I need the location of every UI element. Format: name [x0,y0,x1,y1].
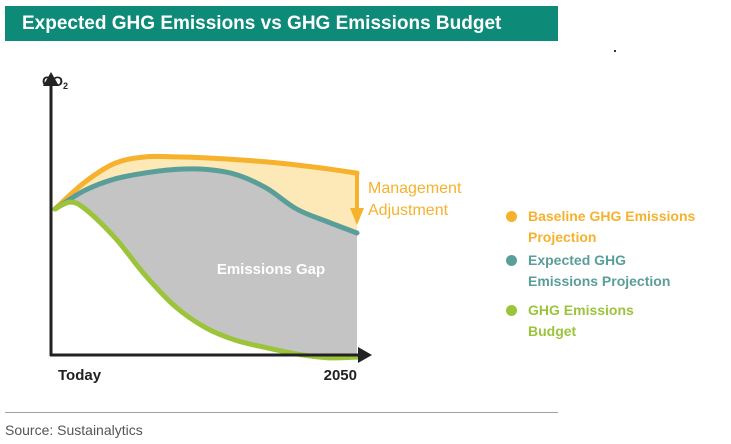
y-axis-arrow [43,72,59,86]
mgmt-adjustment-arrow-head [350,208,364,225]
management-adjustment-label: Management Adjustment [368,180,466,219]
emissions-gap-label: Emissions Gap [217,261,325,278]
legend-marker-budget [506,305,517,316]
legend-label-line: GHG Emissions [528,302,634,318]
source-divider [5,412,558,413]
x-tick-label-end: 2050 [324,367,357,384]
legend-label-line: Emissions Projection [528,273,671,289]
chart-title: Expected GHG Emissions vs GHG Emissions … [5,6,558,41]
stray-dot [614,50,616,52]
legend-marker-baseline [506,211,517,222]
legend-item-budget: GHG Emissions Budget [506,300,726,342]
legend-item-baseline: Baseline GHG Emissions Projection [506,206,726,248]
emissions-gap-area [55,168,357,358]
legend-label-line: Expected GHG [528,252,627,268]
management-adjustment-area [55,156,357,233]
legend-item-expected: Expected GHG Emissions Projection [506,250,726,292]
legend-marker-expected [506,255,517,266]
source-note: Source: Sustainalytics [5,422,143,438]
x-tick-label-start: Today [58,367,102,384]
legend-label-line: Projection [528,229,597,245]
legend-label-line: Baseline GHG Emissions [528,208,696,224]
x-axis-arrow [358,347,372,363]
baseline-line [52,153,360,212]
expected-line [52,166,360,236]
legend: Baseline GHG Emissions Projection Expect… [506,206,726,344]
legend-label-line: Budget [528,323,577,339]
y-axis-label: CO2 [42,73,68,91]
